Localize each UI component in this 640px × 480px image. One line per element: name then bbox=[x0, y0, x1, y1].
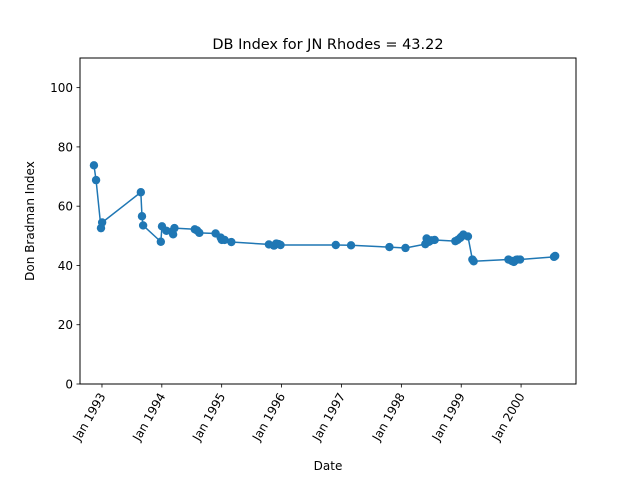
data-point bbox=[331, 240, 340, 250]
data-point bbox=[136, 188, 146, 197]
series-layer bbox=[89, 161, 560, 267]
y-axis: 0 20 40 60 80 100 bbox=[50, 81, 80, 392]
y-tick-label: 20 bbox=[58, 318, 73, 332]
data-point bbox=[89, 161, 99, 170]
y-tick-label: 100 bbox=[50, 81, 73, 95]
data-point bbox=[385, 242, 394, 252]
data-point bbox=[195, 228, 204, 238]
data-point bbox=[138, 221, 148, 230]
data-point bbox=[220, 235, 229, 245]
data-point bbox=[469, 257, 478, 266]
data-point bbox=[515, 255, 525, 264]
y-tick-label: 0 bbox=[65, 378, 73, 392]
y-tick-label: 60 bbox=[58, 200, 73, 214]
y-tick-label: 40 bbox=[58, 259, 73, 273]
y-tick-label: 80 bbox=[58, 140, 73, 154]
data-point bbox=[346, 241, 356, 250]
data-point bbox=[170, 223, 179, 233]
data-point bbox=[227, 237, 236, 247]
data-point bbox=[276, 240, 285, 250]
data-point bbox=[463, 232, 473, 241]
data-point bbox=[91, 175, 101, 185]
data-point bbox=[137, 212, 147, 221]
data-point bbox=[97, 218, 107, 227]
chart-title: DB Index for JN Rhodes = 43.22 bbox=[212, 37, 443, 53]
y-axis-label: Don Bradman Index bbox=[23, 161, 37, 281]
plot-frame bbox=[79, 57, 577, 385]
data-point bbox=[156, 237, 166, 246]
data-point bbox=[401, 243, 410, 253]
data-point bbox=[550, 251, 560, 261]
x-axis-label: Date bbox=[314, 459, 343, 473]
data-point bbox=[430, 235, 439, 245]
